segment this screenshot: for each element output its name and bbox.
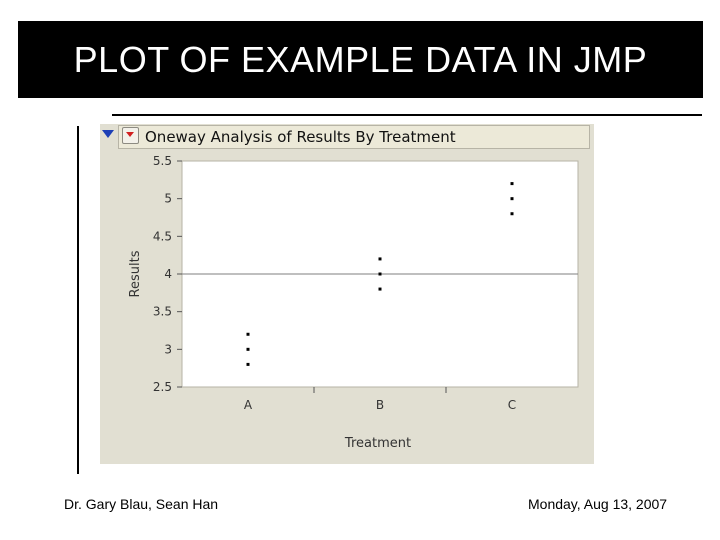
data-point: [378, 287, 382, 291]
data-points: [246, 182, 514, 366]
y-tick-label: 4.5: [153, 229, 172, 243]
vertical-divider: [77, 126, 79, 474]
x-axis-label: Treatment: [344, 436, 411, 451]
y-tick-label: 4: [164, 267, 172, 281]
red-triangle-menu-icon[interactable]: [122, 127, 139, 144]
panel-title[interactable]: Oneway Analysis of Results By Treatment: [118, 125, 590, 149]
slide-title: PLOT OF EXAMPLE DATA IN JMP: [18, 21, 703, 98]
y-tick-label: 3.5: [153, 305, 172, 319]
jmp-report-window: Oneway Analysis of Results By Treatment …: [100, 124, 594, 464]
data-point: [246, 362, 250, 366]
footer-authors: Dr. Gary Blau, Sean Han: [64, 496, 219, 512]
data-point: [378, 257, 382, 261]
y-tick-label: 2.5: [153, 380, 172, 394]
data-point: [510, 197, 514, 201]
oneway-panel-header: Oneway Analysis of Results By Treatment: [100, 124, 594, 150]
disclosure-triangle-icon[interactable]: [102, 130, 114, 138]
y-axis-label: Results: [128, 250, 143, 297]
y-tick-label: 5: [164, 192, 172, 206]
data-point: [510, 182, 514, 186]
x-axis: A B C: [244, 387, 516, 412]
y-tick-label: 5.5: [153, 154, 172, 168]
data-point: [510, 212, 514, 216]
data-point: [378, 272, 382, 276]
data-point: [246, 347, 250, 351]
x-tick-label: C: [508, 398, 516, 412]
footer-date: Monday, Aug 13, 2007: [528, 496, 668, 512]
x-tick-label: A: [244, 398, 253, 412]
oneway-plot: 2.5 3 3.5 4 4.5 5 5.5 A B C Results Treatment: [128, 154, 579, 451]
data-point: [246, 332, 250, 336]
horizontal-divider: [112, 114, 702, 116]
x-tick-label: B: [376, 398, 384, 412]
y-tick-label: 3: [164, 342, 172, 356]
y-axis: 2.5 3 3.5 4 4.5 5 5.5: [153, 154, 182, 394]
